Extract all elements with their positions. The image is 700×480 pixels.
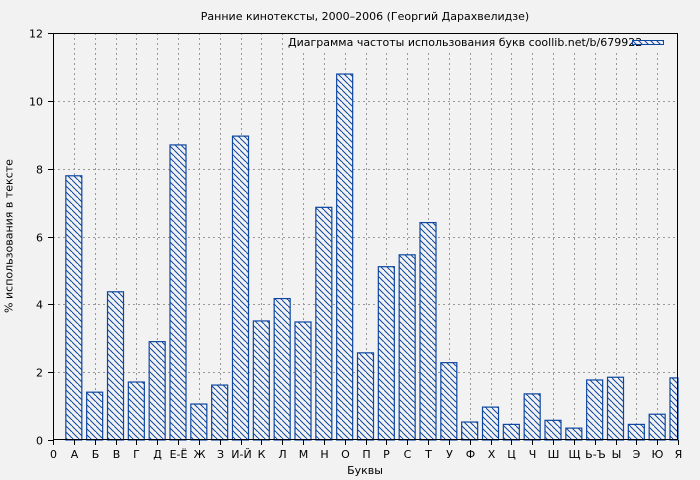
y-tick-label: 12 [29,28,43,41]
bar-П [356,352,375,441]
bar-О [336,73,354,441]
axes: 0 2 4 6 8 10 12 0 А Б В Г Д Е-Ё Ж З И-Й К Л М Н О П Р С Т У Ф Х Ц Ч Ш Щ Ь… [29,28,682,462]
y-tick-label: 2 [36,367,43,380]
bar-С [398,254,416,441]
bar-Ж [190,403,208,441]
bar-Э [627,423,645,441]
bar-Е-Ё [169,144,187,441]
y-tick-label: 8 [36,164,43,177]
x-tick-label: К [258,448,266,461]
x-tick-label: Л [278,448,286,461]
x-axis-label: Буквы [347,464,383,477]
x-tick-label: Г [133,448,140,461]
bar-У [440,362,458,441]
bar-Ц [502,423,520,441]
bar-Ы [606,376,625,441]
x-tick-label: Ы [612,448,622,461]
x-tick-label: Х [488,448,496,461]
bar-Х [481,406,500,441]
bar-И-Й [231,135,250,441]
x-tick-label: О [341,448,350,461]
bar-Ю [648,413,666,441]
x-tick-label: Н [320,448,328,461]
legend-label: Диаграмма частоты использования букв coo… [288,36,643,49]
x-tick-label: 0 [50,448,57,461]
x-tick-label: У [446,448,453,461]
y-tick-label: 4 [36,299,43,312]
bar-Л [273,297,291,441]
x-tick-label: В [113,448,121,461]
x-tick-label: А [71,448,79,461]
x-tick-label: М [299,448,309,461]
bar-Ь-Ъ [586,379,604,441]
x-tick-label: Ш [548,448,560,461]
x-tick-label: Я [675,448,683,461]
y-tick-label: 10 [29,96,43,109]
bar-М [294,321,312,441]
x-tick-label: Щ [568,448,580,461]
x-tick-label: П [362,448,370,461]
bar-В [106,291,125,441]
x-tick-label: З [217,448,224,461]
legend: Диаграмма частоты использования букв coo… [284,34,670,51]
chart-title: Ранние кинотексты, 2000–2006 (Георгий Да… [200,10,530,23]
grid-lines [53,33,678,440]
bar-Д [148,341,166,441]
bar-Р [377,266,395,441]
bar-Ч [523,393,541,441]
x-tick-label: Ц [507,448,516,461]
y-tick-label: 6 [36,232,43,245]
x-tick-label: Б [92,448,100,461]
x-tick-label: Ь-Ъ [585,448,606,461]
bar-К [252,320,270,441]
legend-swatch [632,40,664,45]
bar-Я [669,377,679,441]
bar-Б [86,391,104,441]
x-tick-label: Е-Ё [170,448,188,461]
x-tick-label: Ф [466,448,475,461]
bar-Н [315,206,333,441]
x-tick-label: Д [153,448,162,461]
x-tick-label: Ж [194,448,206,461]
x-tick-label: И-Й [231,448,251,461]
y-tick-label: 0 [36,435,43,448]
x-tick-label: Т [424,448,432,461]
bar-Г [127,381,145,441]
bar-А [65,175,83,441]
bar-З [211,384,229,441]
x-tick-label: Э [633,448,641,461]
x-tick-label: Ю [652,448,664,461]
bar-Т [419,221,437,441]
bar-Ш [544,419,562,441]
x-tick-label: Ч [529,448,537,461]
x-tick-label: Р [383,448,390,461]
bar-Щ [565,427,583,441]
x-tick-label: С [404,448,412,461]
bar-Ф [461,421,479,441]
